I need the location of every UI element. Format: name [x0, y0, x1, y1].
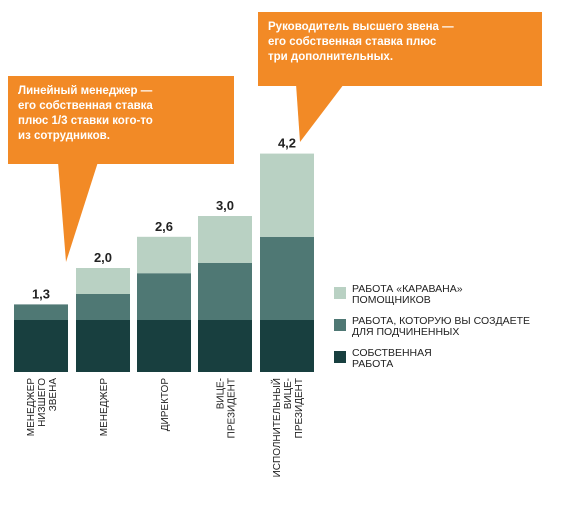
category-label-line: ВИЦЕ- — [283, 378, 294, 409]
legend-swatch-caravan — [334, 287, 346, 299]
bar-segment-subordinates-2 — [76, 294, 130, 320]
category-label-5: ИСПОЛНИТЕЛЬНЫЙ ВИЦЕ- ПРЕЗИДЕНТ — [270, 378, 305, 477]
category-label-line: ЗВЕНА — [48, 378, 59, 412]
value-label-2: 2,0 — [94, 250, 112, 265]
legend-label-subordinates: РАБОТА, КОТОРУЮ ВЫ СОЗДАЕТЕ ДЛЯ ПОДЧИНЕН… — [352, 315, 531, 338]
bar-segment-subordinates-4 — [198, 262, 252, 320]
value-label-1: 1,3 — [32, 286, 50, 301]
value-label-4: 3,0 — [216, 198, 234, 213]
bar-segment-subordinates-5 — [260, 236, 314, 320]
legend: РАБОТА «КАРАВАНА» ПОМОЩНИКОВ РАБОТА, КОТ… — [334, 284, 574, 380]
callout-first: Линейный менеджер — его собственная став… — [8, 76, 234, 164]
category-label-line: НИЗШЕГО — [37, 378, 48, 427]
value-labels-group: 1,3 2,0 2,6 3,0 4,2 — [32, 136, 296, 302]
legend-swatch-own — [334, 351, 346, 363]
legend-label-caravan: РАБОТА «КАРАВАНА» ПОМОЩНИКОВ — [352, 283, 463, 306]
bars-group — [14, 153, 314, 372]
callout-second: Руководитель высшего звена — его собстве… — [258, 12, 542, 86]
category-label-line: МЕНЕДЖЕР — [26, 378, 37, 437]
category-label-line: ПРЕЗИДЕНТ — [294, 378, 305, 438]
category-label-4: ВИЦЕ- ПРЕЗИДЕНТ — [216, 378, 238, 438]
category-label-1: МЕНЕДЖЕР НИЗШЕГО ЗВЕНА — [26, 378, 59, 437]
category-label-3: ДИРЕКТОР — [160, 378, 171, 432]
bar-segment-subordinates-3 — [137, 273, 191, 320]
bar-segment-caravan-3 — [137, 236, 191, 274]
bar-segment-own-2 — [76, 320, 130, 372]
category-label-line: ИСПОЛНИТЕЛЬНЫЙ — [270, 378, 283, 477]
bar-segment-own-4 — [198, 320, 252, 372]
category-label-line: ВИЦЕ- — [216, 378, 227, 409]
legend-label-own: СОБСТВЕННАЯ РАБОТА — [352, 347, 432, 370]
legend-item-subordinates: РАБОТА, КОТОРУЮ ВЫ СОЗДАЕТЕ ДЛЯ ПОДЧИНЕН… — [334, 316, 574, 338]
legend-item-caravan: РАБОТА «КАРАВАНА» ПОМОЩНИКОВ — [334, 284, 574, 306]
category-labels-group: МЕНЕДЖЕР НИЗШЕГО ЗВЕНА МЕНЕДЖЕР ДИРЕКТОР ВИЦЕ… — [26, 378, 305, 478]
bar-segment-caravan-4 — [198, 216, 252, 263]
value-label-3: 2,6 — [155, 219, 173, 234]
callout-pointer-second — [296, 84, 344, 142]
callout-pointer-first — [58, 162, 98, 262]
bar-segment-caravan-5 — [260, 153, 314, 237]
category-label-line: МЕНЕДЖЕР — [99, 378, 110, 437]
bar-segment-own-3 — [137, 320, 191, 372]
category-label-2: МЕНЕДЖЕР — [99, 378, 110, 437]
value-label-5: 4,2 — [278, 136, 296, 151]
category-label-line: ПРЕЗИДЕНТ — [227, 378, 238, 438]
bar-segment-own-1 — [14, 320, 68, 372]
bar-segment-caravan-2 — [76, 268, 130, 294]
legend-item-own: СОБСТВЕННАЯ РАБОТА — [334, 348, 574, 370]
bar-segment-subordinates-1 — [14, 304, 68, 320]
legend-swatch-subordinates — [334, 319, 346, 331]
bar-segment-own-5 — [260, 320, 314, 372]
category-label-line: ДИРЕКТОР — [160, 378, 171, 432]
